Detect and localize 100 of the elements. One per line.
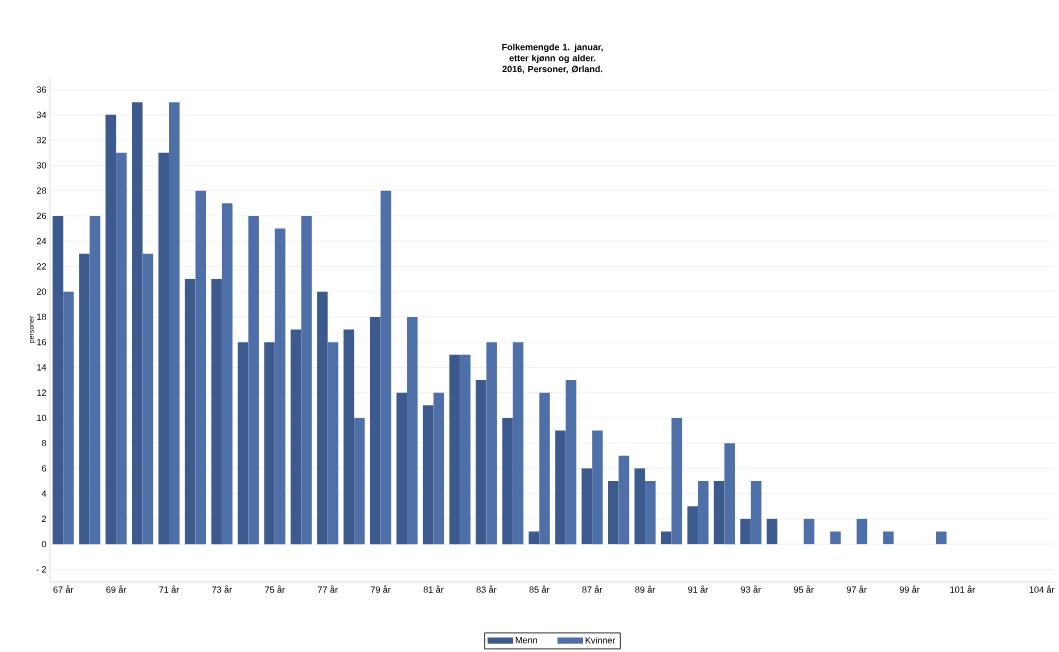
x-tick-label: 89 år [635,585,656,593]
bar [935,531,947,545]
bar [449,354,460,545]
bar [52,215,64,545]
bar [422,405,434,545]
bar [63,291,74,545]
bar [724,443,735,545]
bar [169,102,180,545]
x-tick-label: 81 år [423,585,444,593]
bar [317,291,328,545]
bar [671,417,683,545]
chart-subtitle: 2016, Personer, Ørland. [502,65,603,74]
y-tick-label: 14 [37,364,47,371]
bar [608,481,619,545]
bar [158,152,170,545]
x-tick-label: 71 år [159,585,180,593]
bar [327,342,339,545]
bar [856,518,868,545]
bar [830,531,841,545]
bar [475,380,487,545]
bar [380,190,392,545]
bar [687,506,698,545]
bar [116,152,127,545]
bar [618,455,630,545]
legend-label: Kvinner [585,636,616,644]
y-tick-label: - 2 [36,566,47,573]
bar [660,531,672,545]
bar [634,468,646,545]
y-tick-label: 36 [36,86,47,93]
y-tick-label: 2 [41,515,47,523]
bar [354,417,365,545]
bar [697,481,709,545]
bar [264,342,275,545]
y-tick-label: 12 [37,389,47,396]
y-tick-label: 10 [37,414,47,422]
bar [883,531,894,545]
x-tick-label: 101 år [950,585,975,593]
bar [131,102,143,545]
bar [459,354,471,545]
bar [539,392,550,545]
x-tick-label: 95 år [793,585,814,593]
y-tick-label: 26 [36,212,47,220]
bar [396,392,408,545]
bar [512,342,524,545]
bar [79,253,90,545]
bar [713,481,725,545]
y-tick-label: 0 [41,540,47,548]
bar [565,380,577,545]
bar [803,518,815,545]
bar [211,279,222,545]
bar [237,342,249,545]
bar [301,215,312,545]
bar [592,430,603,545]
bar [555,430,566,545]
y-tick-label: 16 [37,338,47,346]
x-tick-label: 99 år [899,585,920,593]
bar [343,329,355,545]
chart-title: Folkemengde 1. januar, etter kjønn og alder. [502,43,603,64]
y-tick-label: 18 [37,313,47,321]
bar [407,316,418,545]
y-tick-label: 22 [36,263,47,270]
x-tick-label: 73 år [212,585,232,593]
x-tick-label: 83 år [476,585,497,593]
bar [184,279,196,545]
x-tick-label: 77 år [317,585,338,593]
y-tick-label: 8 [41,439,47,447]
bar [486,342,497,545]
bar [248,215,259,545]
bar [740,518,751,545]
bar [142,253,154,545]
bar [750,481,762,545]
y-tick-label: 6 [41,465,47,472]
bar [290,329,302,545]
bar [581,468,593,545]
x-tick-label: 67 år [53,585,74,593]
bar [528,531,540,545]
bar [502,417,513,545]
x-tick-label: 104 år [1029,585,1055,593]
y-tick-label: 24 [36,237,47,245]
x-tick-label: 97 år [846,585,867,593]
bar [766,518,778,545]
bar [221,203,233,545]
legend-label: Menn [515,637,537,644]
y-tick-label: 30 [36,162,47,169]
x-tick-label: 91 år [688,585,709,593]
bar [105,114,117,545]
x-tick-label: 69 år [106,585,127,593]
x-tick-label: 87 år [582,585,603,593]
bar [274,228,286,545]
y-tick-label: 20 [36,288,47,295]
bar [645,481,656,545]
bar [433,392,445,545]
x-tick-label: 75 år [265,585,285,593]
bar [195,190,207,545]
bar [89,215,101,545]
x-tick-label: 93 år [741,585,761,593]
y-tick-label: 34 [36,111,47,119]
x-tick-label: 85 år [529,585,550,593]
y-tick-label: 32 [36,136,47,144]
y-tick-label: 28 [36,187,47,194]
